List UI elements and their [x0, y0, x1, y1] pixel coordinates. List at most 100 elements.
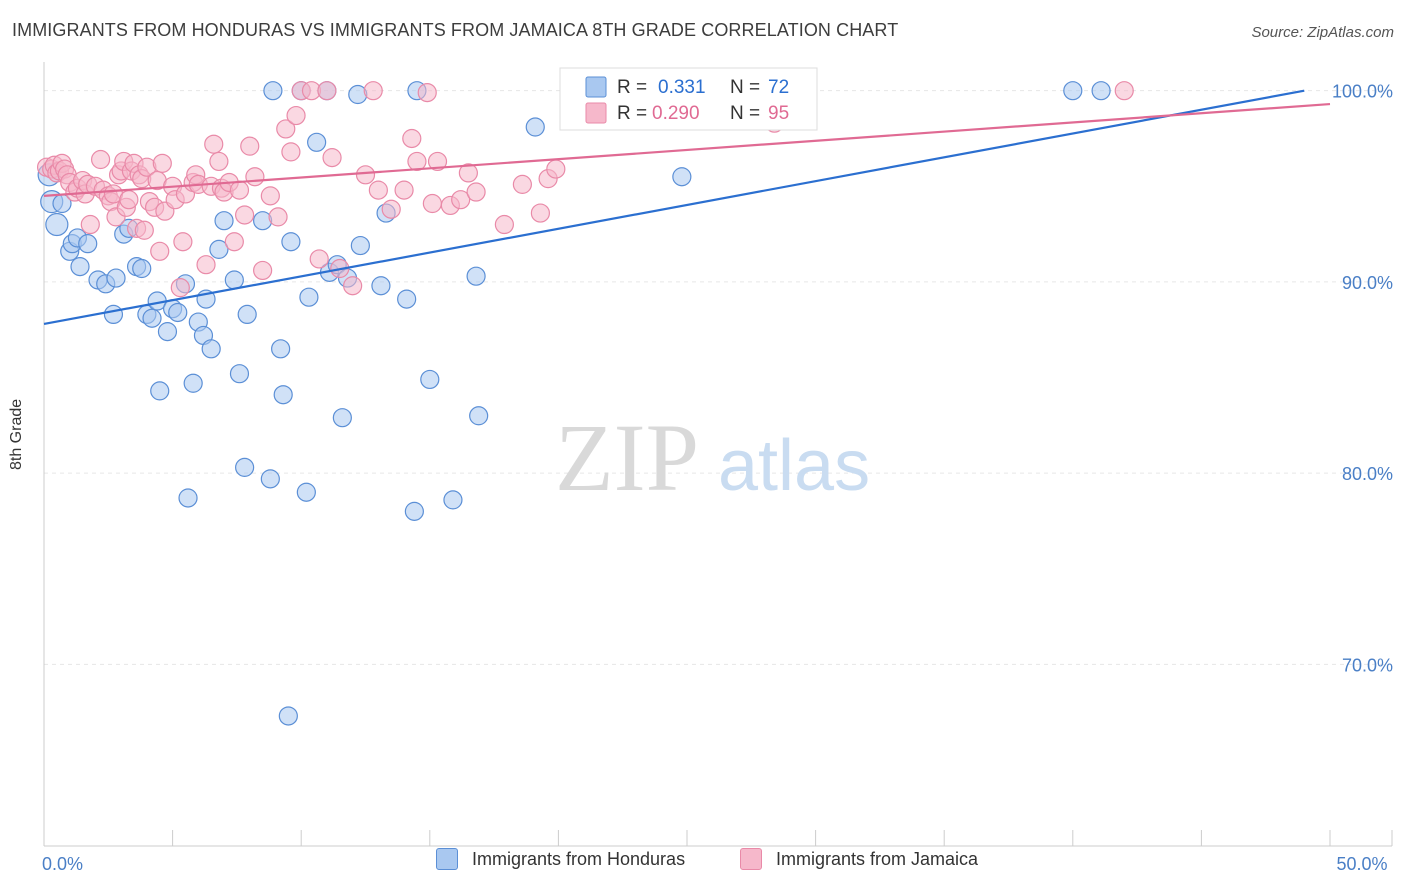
honduras-point	[183, 373, 203, 393]
jamaica-point	[317, 81, 337, 101]
tick-labels: 100.0% 90.0% 80.0% 70.0% 0.0% 50.0%	[42, 82, 1393, 874]
jamaica-point	[309, 249, 329, 269]
watermark-atlas: atlas	[718, 426, 870, 506]
jamaica-point	[458, 163, 478, 183]
legend-r-value-jamaica: 0.290	[652, 103, 700, 124]
jamaica-point	[260, 186, 280, 206]
honduras-point	[201, 339, 221, 359]
jamaica-point	[394, 180, 414, 200]
honduras-point	[178, 488, 198, 508]
jamaica-point	[240, 136, 260, 156]
honduras-point	[525, 117, 545, 137]
honduras-point	[70, 257, 90, 277]
x-tick-label: 0.0%	[42, 854, 83, 874]
legend-r-value-honduras: 0.331	[658, 77, 706, 98]
honduras-point	[1091, 81, 1111, 101]
jamaica-point	[134, 220, 154, 240]
jamaica-point	[80, 214, 100, 235]
honduras-point	[420, 369, 440, 390]
legend-swatch-honduras-bottom	[436, 848, 458, 870]
honduras-point	[150, 381, 170, 401]
honduras-point	[263, 81, 283, 101]
honduras-point	[271, 339, 291, 359]
jamaica-point	[268, 207, 288, 227]
honduras-point	[307, 132, 327, 152]
honduras-point	[469, 406, 489, 426]
honduras-point	[281, 232, 301, 252]
source-label: Source: ZipAtlas.com	[1251, 24, 1394, 41]
legend-label-honduras: Immigrants from Honduras	[472, 848, 686, 869]
jamaica-point	[1114, 81, 1134, 101]
jamaica-point	[204, 134, 224, 154]
honduras-point	[103, 304, 124, 325]
honduras-point	[299, 287, 319, 307]
jamaica-point	[530, 203, 550, 223]
honduras-point	[443, 490, 463, 510]
jamaica-point	[245, 167, 265, 187]
honduras-point	[142, 308, 162, 328]
jamaica-point	[229, 180, 250, 200]
y-tick-label: 80.0%	[1342, 464, 1393, 484]
jamaica-point	[150, 241, 170, 261]
jamaica-point	[152, 153, 172, 173]
honduras-point	[168, 302, 188, 323]
honduras-point	[214, 211, 234, 231]
jamaica-point	[494, 214, 514, 235]
jamaica-point	[466, 182, 486, 202]
honduras-point	[466, 266, 486, 286]
jamaica-point	[546, 159, 566, 179]
jamaica-point	[512, 174, 532, 194]
honduras-point	[397, 289, 417, 309]
jamaica-point	[355, 165, 376, 185]
jamaica-point	[363, 81, 383, 101]
legend-n-value-jamaica: 95	[768, 103, 789, 124]
legend-swatch-honduras	[585, 76, 607, 98]
honduras-trend-line	[43, 89, 1305, 326]
x-tick-label: 50.0%	[1336, 854, 1387, 874]
axis-layer	[43, 62, 1393, 847]
series-legend: Immigrants from Honduras Immigrants from…	[0, 848, 1406, 884]
legend-label-jamaica: Immigrants from Jamaica	[776, 848, 979, 869]
jamaica-point	[286, 105, 306, 126]
legend-swatch-jamaica	[585, 102, 607, 124]
honduras-point	[229, 364, 250, 384]
jamaica-point	[322, 148, 342, 168]
series-jamaica-points	[36, 81, 1134, 298]
jamaica-point	[422, 193, 442, 214]
honduras-point	[235, 457, 255, 477]
honduras-point	[332, 408, 352, 428]
jamaica-trend-line	[43, 102, 1331, 197]
jamaica-point	[173, 232, 193, 252]
jamaica-point	[381, 199, 401, 219]
jamaica-point	[170, 278, 190, 298]
jamaica-point	[402, 128, 422, 149]
jamaica-point	[281, 142, 301, 162]
honduras-point	[404, 501, 424, 521]
legend-r-label-honduras: R =	[617, 77, 647, 98]
chart-title: IMMIGRANTS FROM HONDURAS VS IMMIGRANTS F…	[12, 20, 899, 40]
honduras-point	[371, 276, 391, 296]
jamaica-point	[451, 190, 471, 210]
watermark-zip: ZIP	[555, 404, 699, 511]
honduras-point	[296, 482, 316, 502]
honduras-point	[157, 322, 178, 342]
jamaica-point	[253, 260, 273, 281]
jamaica-point	[276, 119, 296, 139]
honduras-point	[45, 212, 69, 237]
jamaica-point	[224, 232, 244, 252]
honduras-point	[350, 235, 370, 256]
honduras-point	[132, 258, 152, 279]
legend-n-label-jamaica: N =	[730, 103, 760, 124]
honduras-point	[1063, 81, 1083, 101]
jamaica-point	[209, 151, 229, 172]
jamaica-point	[427, 151, 448, 172]
jamaica-point	[343, 276, 363, 296]
trend-lines	[43, 89, 1331, 326]
honduras-point	[209, 239, 229, 259]
jamaica-point	[196, 255, 216, 275]
legend-item-honduras: Immigrants from Honduras	[436, 848, 685, 870]
stats-legend: R = 0.331 N = 72 R = 0.290 N = 95	[559, 67, 818, 131]
legend-item-jamaica: Immigrants from Jamaica	[740, 848, 978, 870]
jamaica-point	[407, 151, 427, 172]
